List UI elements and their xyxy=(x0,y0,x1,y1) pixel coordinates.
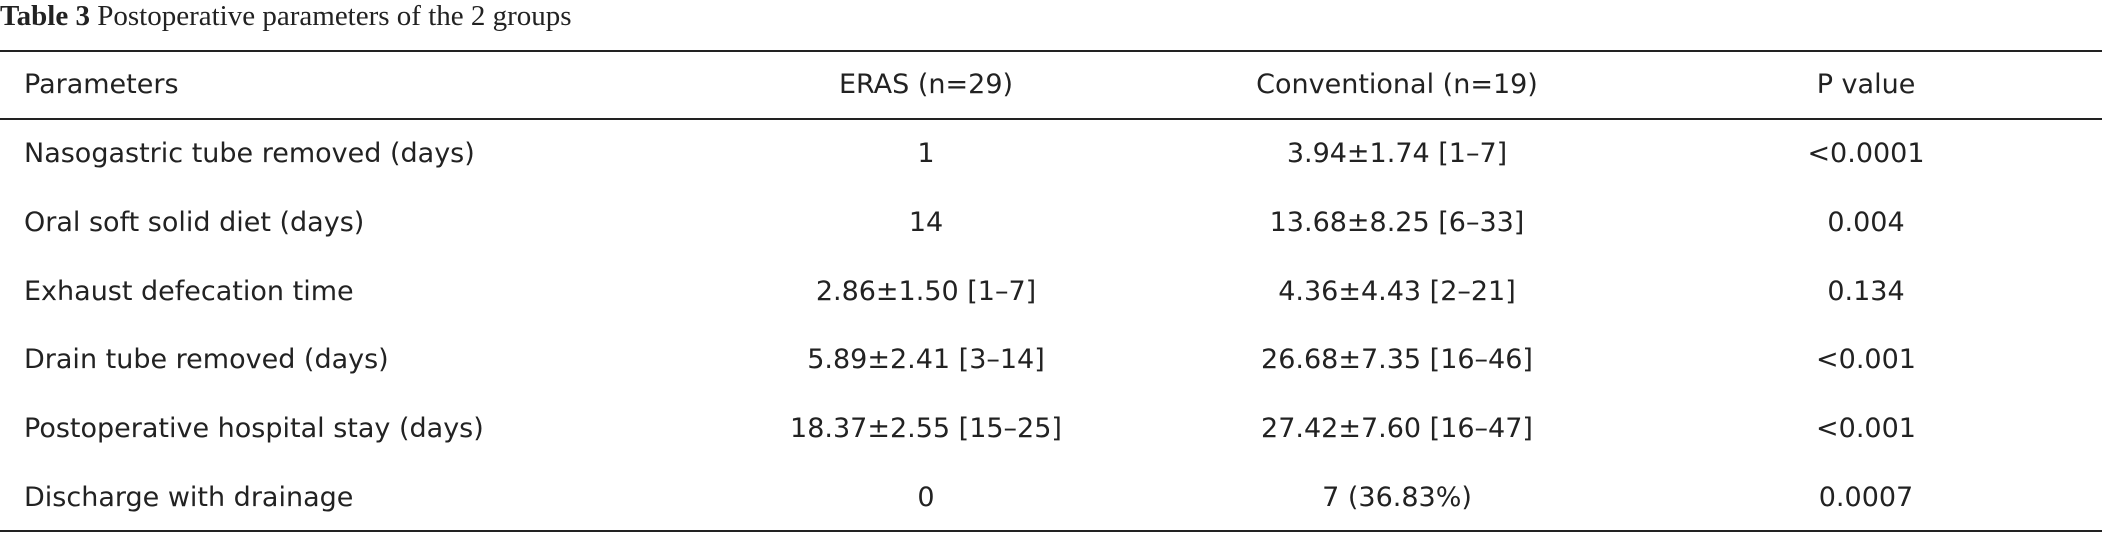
table-cell: 13.68±8.25 [6–33] xyxy=(1269,206,1525,238)
table-cell: Postoperative hospital stay (days) xyxy=(24,413,484,445)
table-cell: 0 xyxy=(917,482,935,513)
header-cell: P value xyxy=(1816,69,1916,100)
table-cell: 0.134 xyxy=(1827,275,1905,307)
table-cell: 2.86±1.50 [1–7] xyxy=(815,275,1037,307)
table-cell: Oral soft solid diet (days) xyxy=(24,206,365,238)
table-cell: <0.001 xyxy=(1816,344,1916,376)
table-cell: 5.89±2.41 [3–14] xyxy=(807,344,1045,376)
table-cell: 0.0007 xyxy=(1818,482,1914,513)
table-cell: Exhaust defecation time xyxy=(24,275,354,307)
table-cell: Discharge with drainage xyxy=(24,482,354,513)
table-cell: <0.0001 xyxy=(1807,138,1925,169)
table-caption: Table 3 Postoperative parameters of the … xyxy=(0,0,572,32)
table-cell: 14 xyxy=(908,206,944,238)
table-cell: 18.37±2.55 [15–25] xyxy=(790,413,1062,445)
table-cell: 1 xyxy=(917,138,935,169)
table-cell: <0.001 xyxy=(1816,413,1916,445)
header-rule xyxy=(0,118,2102,120)
bottom-rule xyxy=(0,530,2102,532)
table-cell: 27.42±7.60 [16–47] xyxy=(1261,413,1533,445)
table-cell: 0.004 xyxy=(1827,206,1905,238)
top-rule xyxy=(0,50,2102,52)
header-cell: Conventional (n=19) xyxy=(1256,69,1538,100)
header-cell: Parameters xyxy=(24,69,179,100)
table-cell: Drain tube removed (days) xyxy=(24,344,389,376)
table-cell: Nasogastric tube removed (days) xyxy=(24,138,475,169)
table-cell: 3.94±1.74 [1–7] xyxy=(1286,138,1508,169)
table-cell: 26.68±7.35 [16–46] xyxy=(1261,344,1533,376)
header-cell: ERAS (n=29) xyxy=(838,69,1014,100)
table-cell: 7 (36.83%) xyxy=(1322,482,1472,513)
table-cell: 4.36±4.43 [2–21] xyxy=(1278,275,1516,307)
caption-label: Table 3 xyxy=(0,0,90,32)
caption-text: Postoperative parameters of the 2 groups xyxy=(97,0,572,32)
